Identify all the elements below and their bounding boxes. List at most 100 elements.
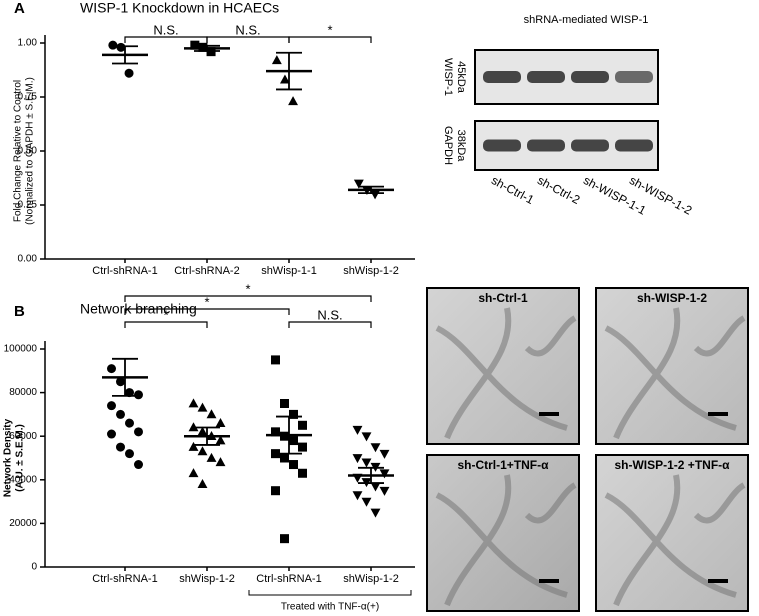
cell-strand [613,307,681,440]
data-point [188,441,199,451]
cell-strand [693,482,746,524]
significance-bracket [288,321,372,328]
significance-label: * [245,281,250,296]
data-point [379,469,390,479]
scale-bar [539,412,559,416]
data-point [361,458,372,468]
data-point [280,399,289,408]
data-point [197,402,208,412]
x-tick-label: shWisp-1-1 [261,265,317,277]
blot-band [571,71,609,83]
error-bar [358,185,384,195]
data-point [197,478,208,488]
data-point [197,426,208,436]
x-tick-label: shWisp-1-2 [343,573,399,585]
data-point [361,497,372,507]
data-point [125,388,134,398]
data-point [108,40,118,50]
data-point [271,355,280,365]
blot-band [527,71,565,83]
data-point [215,417,226,427]
cell-strand [604,325,737,431]
error-bar [194,426,220,446]
chart-title: WISP-1 Knockdown in HCAECs [80,0,279,16]
data-point [289,436,298,446]
data-point [379,449,390,459]
data-point [271,486,280,496]
error-bar [112,357,138,397]
micrograph [426,287,580,445]
significance-bracket [124,295,372,302]
data-point [215,457,226,467]
data-point [271,55,282,65]
y-tick-label: 100000 [4,344,38,355]
error-bar [194,44,220,52]
micrograph-title: sh-WISP-1-2 +TNF-α [614,458,730,472]
significance-label: N.S. [153,22,178,37]
blot-row-label: 38kDa [455,130,467,163]
data-point [188,398,199,408]
data-point [107,364,116,374]
y-tick-label: 0.00 [18,254,38,265]
cell-strand [435,325,568,431]
data-point [280,534,289,544]
group-bracket [248,590,412,596]
blot-band [615,71,653,83]
error-bar [358,466,384,484]
scale-bar [708,412,728,416]
data-point [370,508,381,518]
blot-band [571,139,609,152]
data-point [116,409,125,419]
data-point [206,452,217,462]
panel-label: B [14,303,25,320]
data-point [298,468,307,478]
y-tick-label: 0.75 [18,92,38,103]
y-tick-label: 0 [31,562,37,573]
y-axis-label: (A.U. ± S.E.M.) [15,424,26,492]
x-tick-label: Ctrl-shRNA-2 [174,265,239,277]
y-tick-label: 0.25 [18,200,38,211]
data-point [288,96,298,106]
data-point [271,449,280,459]
scale-bar [539,579,559,583]
data-point [379,486,390,496]
micrograph-title: sh-Ctrl-1+TNF-α [457,458,549,472]
group-label: Treated with TNF-α(+) [281,602,379,613]
data-point [298,442,307,452]
data-point [271,427,280,437]
data-point [289,409,298,419]
x-tick-label: shWisp-1-2 [343,265,399,277]
data-point [361,432,372,442]
x-tick-label: Ctrl-shRNA-1 [92,265,157,277]
cell-strand [524,315,577,357]
cell-network [604,474,746,607]
blot-title: shRNA-mediated WISP-1 [524,14,649,26]
micrograph-title: sh-Ctrl-1 [478,291,528,305]
blot-row-label: WISP-1 [442,58,454,96]
cell-network [435,307,577,440]
data-point [352,425,363,435]
blot-band [615,139,653,152]
data-point [125,418,134,428]
data-point [352,454,363,464]
y-tick-label: 40000 [9,474,37,485]
data-point [188,422,199,432]
blot-band [527,139,565,152]
cell-strand [435,492,568,598]
cell-strand [613,474,681,607]
y-axis-label: Network Density [3,418,14,497]
significance-bracket [124,308,290,315]
data-point [188,468,199,478]
significance-label: * [204,294,209,309]
data-point [116,42,126,52]
data-point [280,74,290,84]
significance-label: N.S. [317,307,342,322]
data-point [215,435,226,445]
cell-network [435,474,577,607]
data-point [197,446,208,456]
y-tick-label: 60000 [9,431,37,442]
data-point [134,390,143,400]
blot-row-label: GAPDH [442,126,454,165]
data-point [298,420,307,430]
blot-band [483,71,521,83]
